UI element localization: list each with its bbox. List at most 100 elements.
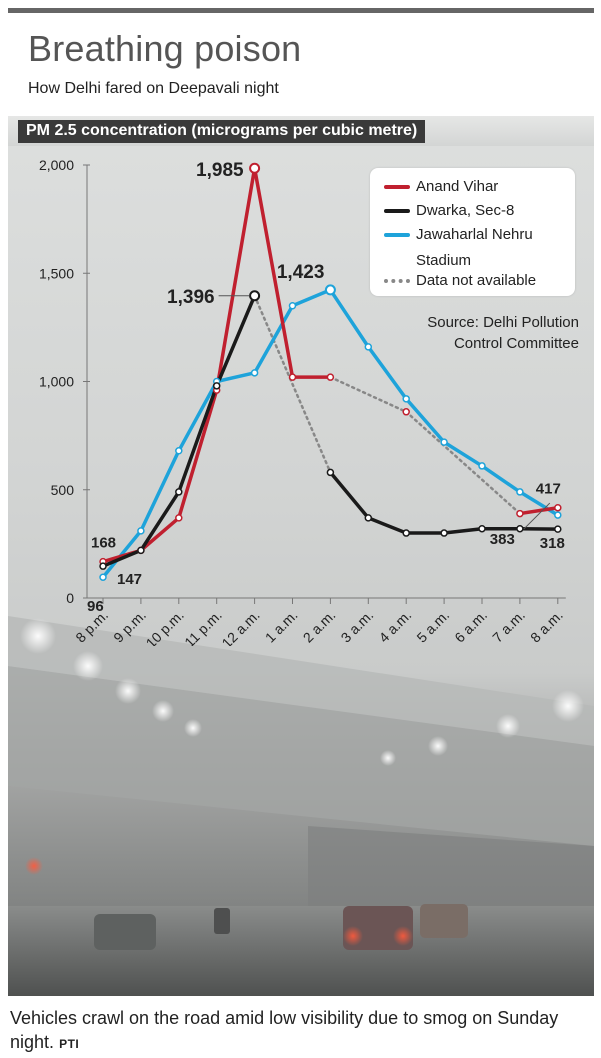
point-dwarka [249, 290, 261, 302]
legend-swatch-dwarka [384, 209, 410, 214]
x-tick-label: 12 a.m. [218, 607, 262, 646]
line-segment-dwarka [177, 384, 219, 494]
annotation-label: 1,396 [167, 287, 215, 308]
point-dwarka [364, 514, 373, 522]
point-anand-vihar [326, 373, 335, 381]
point-jnu-stadium [402, 395, 410, 403]
chart-subtitle: How Delhi fared on Deepavali night [28, 80, 279, 97]
point-jnu-stadium [137, 527, 145, 535]
line-segment-jnu-stadium [177, 379, 219, 453]
line-segment-jnu-stadium [214, 371, 257, 384]
annotation-label: 417 [536, 481, 561, 498]
line-segment-jnu-stadium [366, 345, 408, 401]
series-lines [101, 166, 560, 579]
point-jnu-stadium [324, 284, 336, 296]
gap-line-dwarka [253, 294, 332, 474]
line-segment-dwarka [139, 490, 181, 553]
y-tick-label: 1,500 [39, 265, 74, 281]
line-segment-anand-vihar [214, 166, 257, 392]
point-dwarka [212, 382, 221, 390]
unit-band: PM 2.5 concentration (micrograms per cub… [8, 116, 594, 146]
annotation-label: 168 [91, 535, 116, 552]
point-jnu-stadium [250, 369, 259, 377]
unit-label: PM 2.5 concentration (micrograms per cub… [18, 120, 426, 143]
line-segment-jnu-stadium [101, 529, 143, 579]
y-tick-label: 2,000 [39, 157, 74, 173]
y-tick-label: 500 [51, 482, 75, 498]
legend-label-data-not-available: Data not available [416, 272, 537, 289]
point-jnu-stadium [364, 343, 373, 351]
x-tick-label: 2 a.m. [300, 607, 339, 646]
point-anand-vihar [402, 408, 410, 416]
line-segment-jnu-stadium [139, 449, 181, 533]
line-segment-jnu-stadium [328, 288, 371, 349]
photo-credit: PTI [59, 1037, 80, 1051]
line-segment-jnu-stadium [518, 490, 560, 517]
x-tick-label: 1 a.m. [262, 607, 301, 646]
point-anand-vihar [249, 162, 261, 174]
x-tick-label: 7 a.m. [489, 607, 528, 646]
line-segment-anand-vihar [177, 388, 219, 520]
photo-scene [8, 616, 594, 996]
legend-item-anand-vihar: Anand Vihar [384, 178, 498, 195]
line-segment-anand-vihar [139, 516, 181, 553]
line-segment-jnu-stadium [290, 288, 333, 308]
y-tick-label: 0 [66, 590, 74, 606]
annotation-label: 1,985 [196, 160, 244, 181]
x-tick-label: 6 a.m. [451, 607, 490, 646]
point-anand-vihar [554, 503, 562, 512]
point-jnu-stadium [440, 438, 448, 446]
annotation-label: 147 [117, 571, 142, 588]
sign-light [25, 857, 43, 875]
x-tick-label: 10 p.m. [143, 607, 187, 646]
legend-item-dwarka: Dwarka, Sec-8 [384, 202, 514, 219]
point-dwarka [99, 562, 107, 570]
line-segment-jnu-stadium [252, 303, 295, 375]
point-jnu-stadium [99, 573, 107, 581]
chart-title: Breathing poison [28, 28, 302, 69]
point-dwarka [440, 529, 448, 537]
street-lights [20, 618, 584, 766]
line-segment-anand-vihar [252, 166, 295, 379]
point-dwarka [554, 525, 562, 533]
x-tick-label: 3 a.m. [338, 607, 377, 646]
point-anand-vihar [516, 509, 524, 518]
point-dwarka [137, 546, 145, 555]
legend-item-jnu-stadium: Jawaharlal Nehru [384, 226, 533, 243]
line-segment-jnu-stadium [404, 397, 446, 444]
point-anand-vihar [288, 373, 297, 381]
annotation-label: 96 [87, 598, 104, 615]
photo-caption: Vehicles crawl on the road amid low visi… [10, 1006, 590, 1056]
point-jnu-stadium [516, 488, 524, 496]
line-segment-dwarka [442, 526, 484, 535]
point-dwarka [516, 524, 524, 533]
legend-label-dwarka: Dwarka, Sec-8 [416, 202, 515, 219]
line-segment-dwarka [101, 548, 143, 568]
point-jnu-stadium [175, 447, 183, 455]
annotation-leader [523, 502, 551, 530]
top-rule [8, 8, 594, 13]
legend-swatch-data-not-available [384, 279, 410, 284]
point-anand-vihar [175, 514, 183, 522]
point-dwarka [326, 468, 335, 477]
caption-text: Vehicles crawl on the road amid low visi… [10, 1008, 559, 1052]
y-tick-label: 1,000 [39, 374, 74, 390]
source-line-2: Control Committee [453, 335, 579, 352]
line-segment-jnu-stadium [480, 464, 522, 494]
line-segment-anand-vihar [518, 505, 560, 516]
line-segment-dwarka [214, 294, 257, 388]
line-segment-dwarka [366, 516, 408, 535]
series-points [99, 162, 562, 581]
point-jnu-stadium [478, 462, 486, 470]
legend-label-anand-vihar: Anand Vihar [416, 178, 499, 195]
legend-label-jnu-line2: Stadium [416, 252, 472, 269]
annotations: 1,985 1,396 1,423 168 147 96 417 383 318 [87, 160, 565, 615]
source-note: Source: Delhi Pollution Control Committe… [427, 312, 579, 354]
legend-swatch-jnu-stadium [384, 233, 410, 238]
annotation-label: 1,423 [277, 262, 325, 283]
gap-line-anand-vihar [404, 410, 522, 515]
point-dwarka [478, 524, 486, 533]
point-dwarka [175, 488, 183, 496]
x-tick-label: 8 a.m. [527, 607, 566, 646]
